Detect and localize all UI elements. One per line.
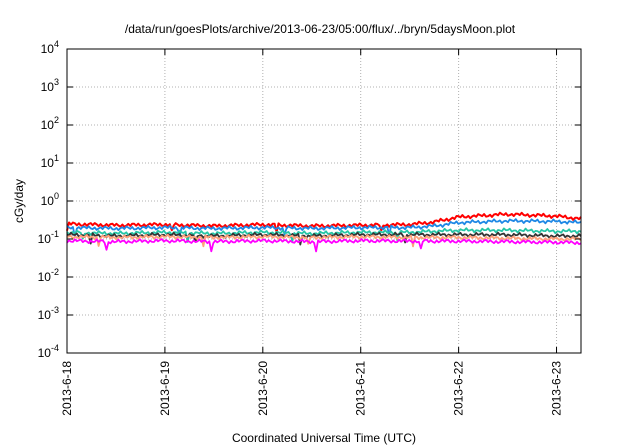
grid [66,49,581,353]
x-axis-label: Coordinated Universal Time (UTC) [232,431,416,445]
x-tick-label: 2013-6-20 [256,361,270,416]
y-tick-label: 101 [41,153,59,170]
x-tick-label: 2013-6-23 [550,361,564,416]
x-tick-label: 2013-6-19 [158,361,172,416]
series-line [66,233,582,248]
y-tick-label: 10-1 [38,229,59,246]
y-tick-label: 103 [41,77,59,94]
y-tick-label: 100 [41,191,59,208]
y-axis-label: cGy/day [12,179,26,223]
series-line [66,218,582,238]
y-tick-labels: 10-4 10-3 10-2 10-1 100 101 102 103 104 [38,39,59,360]
x-tick-labels: 2013-6-18 2013-6-19 2013-6-20 2013-6-21 2013… [60,361,564,416]
series-line [66,211,582,234]
series-line [66,238,582,253]
plot-frame [66,48,582,354]
x-tick-label: 2013-6-22 [452,361,466,416]
y-tick-label: 10-3 [38,305,59,322]
x-tick-label: 2013-6-21 [354,361,368,416]
y-tick-label: 10-2 [38,267,59,284]
y-tick-label: 102 [41,115,59,132]
series-layer [66,211,582,253]
x-tick-label: 2013-6-18 [60,361,74,416]
y-tick-label: 104 [41,39,59,56]
y-tick-label: 10-4 [38,343,59,360]
chart-title: /data/run/goesPlots/archive/2013-06-23/0… [125,22,516,36]
ticks [66,48,581,354]
